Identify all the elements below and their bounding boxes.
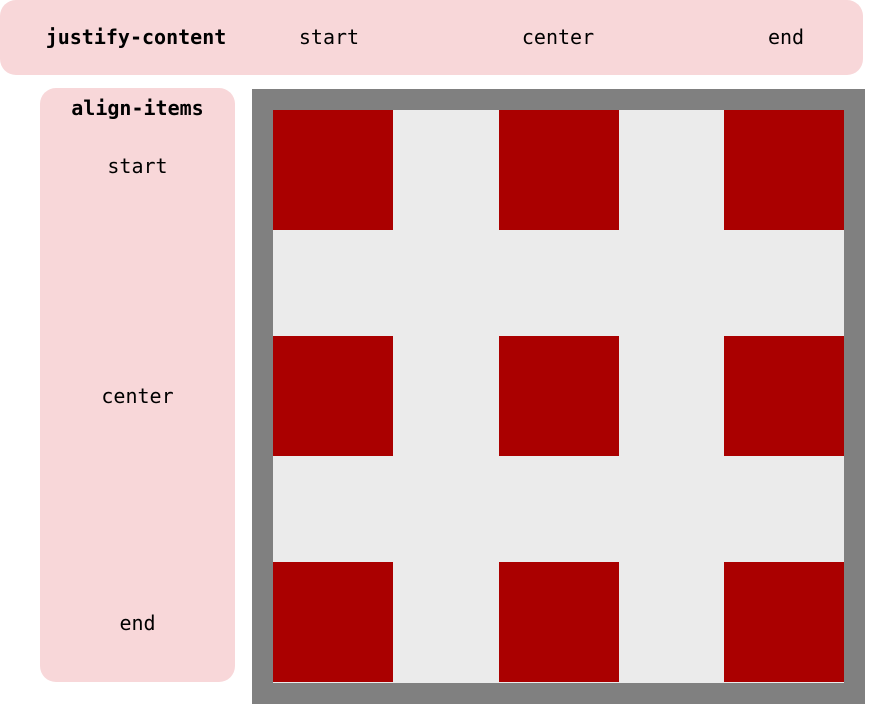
justify-content-title: justify-content [45,25,227,49]
align-items-center-label: center [101,384,174,408]
grid-item-start-end [724,110,844,230]
grid-item-center-center [499,336,619,456]
justify-content-start-label: start [298,25,360,49]
grid-item-start-center [499,110,619,230]
grid-item-end-end [724,562,844,682]
grid-item-end-center [499,562,619,682]
grid-item-start-start [273,110,393,230]
justify-content-panel: justify-content start center end [0,0,863,75]
grid-container [273,110,844,683]
align-items-title: align-items [71,96,204,120]
align-items-end-label: end [119,611,156,635]
grid-container-frame [252,89,865,704]
align-items-start-label: start [107,154,168,178]
justify-content-end-label: end [767,25,805,49]
align-items-panel: align-items start center end [40,88,235,682]
justify-content-center-label: center [521,25,595,49]
grid-item-center-start [273,336,393,456]
grid-item-end-start [273,562,393,682]
grid-item-center-end [724,336,844,456]
